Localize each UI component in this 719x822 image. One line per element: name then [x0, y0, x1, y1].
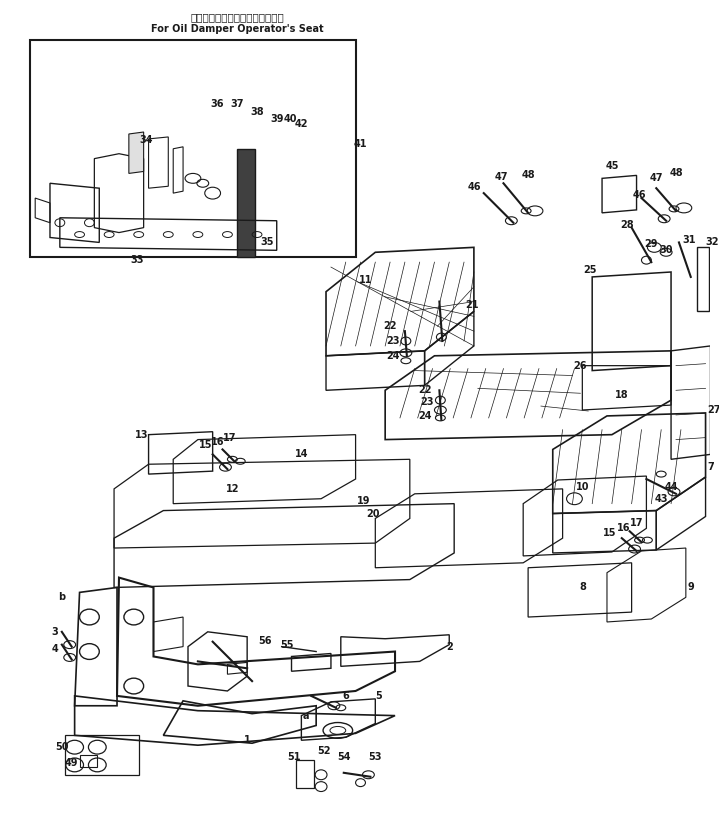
Text: 24: 24 — [418, 411, 431, 421]
Text: 56: 56 — [258, 635, 272, 646]
Text: 10: 10 — [576, 482, 589, 492]
Text: 52: 52 — [317, 746, 331, 756]
Text: 50: 50 — [55, 742, 68, 752]
Text: 28: 28 — [620, 219, 633, 229]
Text: 34: 34 — [140, 135, 153, 145]
Text: 17: 17 — [223, 432, 236, 442]
Text: 27: 27 — [707, 405, 719, 415]
Bar — [30, 40, 356, 257]
Bar — [296, 760, 314, 787]
Polygon shape — [129, 132, 144, 173]
Text: 8: 8 — [579, 583, 586, 593]
Text: 37: 37 — [231, 99, 244, 109]
Text: 41: 41 — [354, 139, 367, 149]
Text: 20: 20 — [367, 509, 380, 519]
Text: 38: 38 — [250, 108, 264, 118]
Text: 47: 47 — [495, 173, 508, 182]
Text: 36: 36 — [211, 99, 224, 109]
Text: 42: 42 — [295, 119, 308, 129]
Text: 16: 16 — [211, 436, 224, 446]
Text: 18: 18 — [615, 390, 628, 400]
Text: 33: 33 — [130, 255, 144, 266]
Text: 24: 24 — [386, 351, 400, 361]
Text: 15: 15 — [603, 529, 617, 538]
Text: 9: 9 — [687, 583, 694, 593]
Text: 43: 43 — [654, 494, 668, 504]
Text: a: a — [303, 711, 310, 721]
Text: 16: 16 — [617, 524, 631, 533]
Text: 15: 15 — [199, 440, 213, 450]
Text: 21: 21 — [465, 299, 479, 310]
Text: 54: 54 — [337, 752, 350, 762]
Bar — [80, 755, 97, 767]
Text: 4: 4 — [52, 644, 58, 653]
Text: 2: 2 — [446, 642, 453, 652]
Text: 45: 45 — [605, 160, 618, 170]
Text: 23: 23 — [420, 397, 434, 407]
Text: 51: 51 — [288, 752, 301, 762]
Text: 6: 6 — [342, 691, 349, 701]
Text: 39: 39 — [270, 114, 283, 124]
Text: 19: 19 — [357, 496, 370, 506]
Text: 26: 26 — [574, 361, 587, 371]
Text: 12: 12 — [226, 484, 239, 494]
Text: 11: 11 — [359, 275, 372, 285]
Text: 13: 13 — [135, 430, 148, 440]
Text: 29: 29 — [645, 239, 658, 249]
Text: 46: 46 — [633, 190, 646, 200]
Text: 31: 31 — [682, 235, 695, 246]
Text: 44: 44 — [664, 482, 678, 492]
Text: 1: 1 — [244, 735, 250, 746]
Text: 48: 48 — [521, 170, 535, 180]
Text: 55: 55 — [280, 640, 293, 649]
Text: オイルダンパオペレータシート用: オイルダンパオペレータシート用 — [191, 12, 284, 23]
Text: 30: 30 — [659, 245, 673, 256]
Text: 25: 25 — [583, 265, 597, 275]
Text: 48: 48 — [669, 169, 683, 178]
Text: 32: 32 — [706, 238, 719, 247]
Text: 23: 23 — [386, 336, 400, 346]
Text: 49: 49 — [65, 758, 78, 768]
Text: 3: 3 — [52, 627, 58, 637]
Text: 5: 5 — [375, 691, 382, 701]
Bar — [237, 149, 255, 257]
Text: For Oil Damper Operator's Seat: For Oil Damper Operator's Seat — [151, 25, 324, 35]
Text: 17: 17 — [630, 519, 644, 529]
Text: 47: 47 — [649, 173, 663, 183]
Text: b: b — [58, 593, 65, 603]
Text: 14: 14 — [295, 450, 308, 459]
Text: 22: 22 — [418, 386, 431, 395]
Text: 22: 22 — [383, 321, 397, 331]
Text: 40: 40 — [284, 114, 297, 124]
Text: 35: 35 — [260, 238, 274, 247]
Bar — [697, 247, 708, 312]
Text: 7: 7 — [707, 462, 714, 472]
Text: 46: 46 — [467, 182, 480, 192]
Text: 53: 53 — [369, 752, 382, 762]
Bar — [65, 736, 139, 775]
